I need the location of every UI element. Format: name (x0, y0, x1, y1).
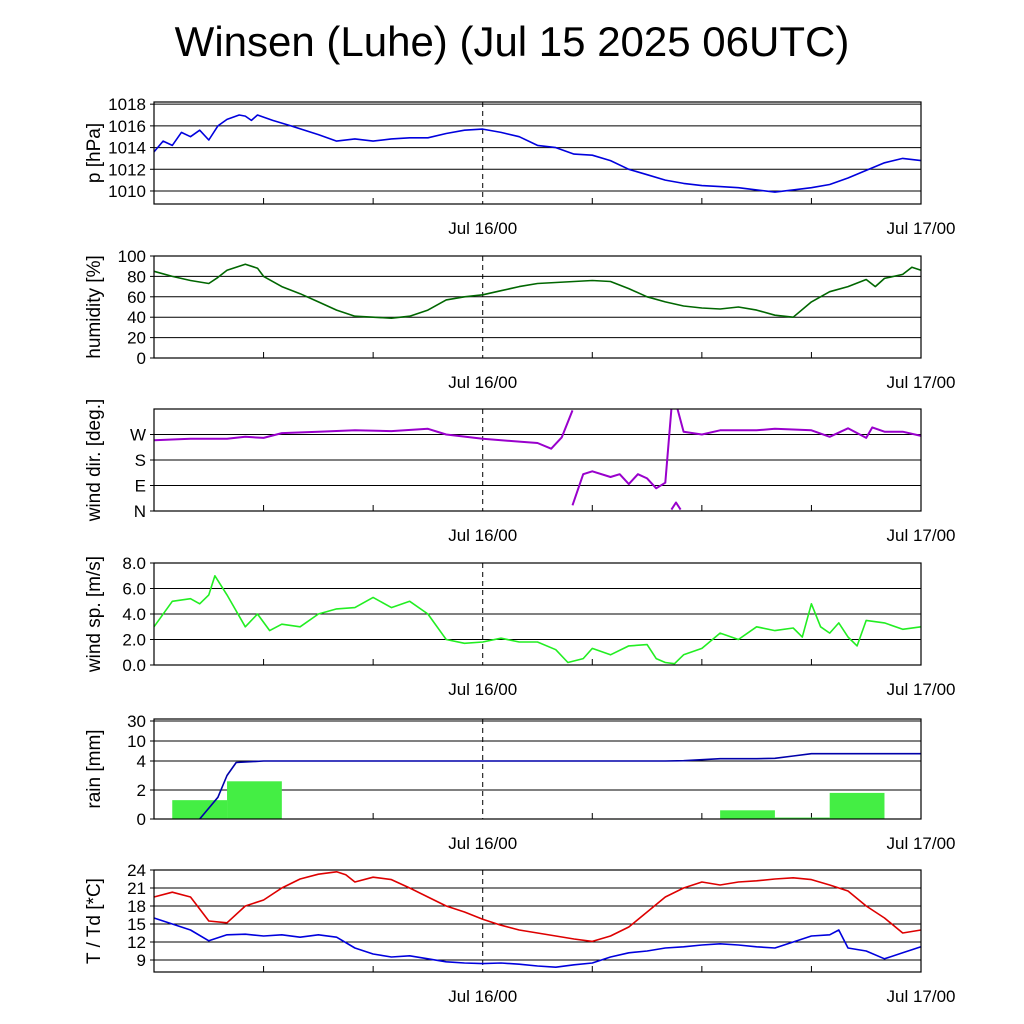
y-axis-label: rain [mm] (84, 729, 105, 808)
plot-frame (153, 562, 922, 666)
series-line (670, 501, 682, 511)
y-tick-label: 1016 (108, 117, 146, 136)
rain-bar (227, 781, 282, 819)
y-tick-label: 0 (137, 349, 146, 368)
y-tick-label: 12 (127, 933, 146, 952)
y-tick-label: 1014 (108, 139, 146, 158)
y-tick-label: 100 (118, 247, 146, 266)
y-tick-label: W (130, 426, 146, 445)
rain-bar (172, 800, 228, 819)
y-tick-label: 0 (137, 810, 146, 829)
plot-frame (153, 255, 922, 359)
y-tick-label: 2.0 (122, 631, 146, 650)
y-tick-label: 1010 (108, 182, 146, 201)
series-line (153, 410, 574, 450)
x-tick-label: Jul 17/00 (887, 987, 956, 1006)
x-tick-label: Jul 17/00 (887, 834, 956, 853)
y-tick-label: 10 (127, 732, 146, 751)
y-axis-label: T / Td [*C] (84, 878, 105, 964)
y-tick-label: 80 (127, 267, 146, 286)
y-tick-label: 60 (127, 288, 146, 307)
y-axis-label: humidity [%] (84, 255, 105, 358)
y-tick-label: E (135, 477, 146, 496)
rain-bar (829, 792, 885, 819)
y-axis-label: p [hPa] (84, 123, 105, 183)
y-tick-label: 20 (127, 329, 146, 348)
plot-frame (153, 869, 922, 973)
x-tick-label: Jul 16/00 (448, 526, 517, 545)
x-tick-label: Jul 16/00 (448, 834, 517, 853)
accumulated-series-line (199, 752, 921, 820)
y-tick-label: 15 (127, 915, 146, 934)
x-tick-label: Jul 16/00 (448, 373, 517, 392)
td-series-line (153, 917, 922, 968)
y-tick-label: 30 (127, 712, 146, 731)
y-tick-label: 1012 (108, 160, 146, 179)
x-tick-label: Jul 16/00 (448, 680, 517, 699)
x-tick-label: Jul 16/00 (448, 987, 517, 1006)
x-tick-label: Jul 17/00 (887, 526, 956, 545)
x-tick-label: Jul 16/00 (448, 219, 517, 238)
y-tick-label: 9 (137, 951, 146, 970)
plot-frame (153, 408, 922, 512)
series-line (153, 575, 922, 665)
series-line (571, 408, 673, 506)
series-line (153, 263, 922, 319)
y-tick-label: 21 (127, 879, 146, 898)
y-tick-label: 8.0 (122, 554, 146, 573)
y-tick-label: 1018 (108, 95, 146, 114)
y-tick-label: S (135, 451, 146, 470)
y-tick-label: 18 (127, 897, 146, 916)
x-tick-label: Jul 17/00 (887, 373, 956, 392)
chart-title: Winsen (Luhe) (Jul 15 2025 06UTC) (174, 18, 850, 65)
plot-frame (153, 718, 922, 820)
rain-bar (720, 810, 775, 819)
t-series-line (153, 871, 922, 943)
y-tick-label: 40 (127, 308, 146, 327)
y-tick-label: 4.0 (122, 605, 146, 624)
y-tick-label: 4 (137, 752, 146, 771)
y-tick-label: 6.0 (122, 580, 146, 599)
y-tick-label: 2 (137, 781, 146, 800)
x-tick-label: Jul 17/00 (887, 219, 956, 238)
y-tick-label: 0.0 (122, 656, 146, 675)
y-axis-label: wind dir. [deg.] (84, 399, 105, 523)
y-axis-label: wind sp. [m/s] (84, 556, 105, 673)
y-tick-label: N (134, 502, 146, 521)
plot-frame (153, 101, 922, 205)
series-line (676, 408, 922, 439)
series-line (153, 114, 922, 193)
rain-bar (774, 817, 830, 819)
y-tick-label: 24 (127, 861, 146, 880)
x-tick-label: Jul 17/00 (887, 680, 956, 699)
